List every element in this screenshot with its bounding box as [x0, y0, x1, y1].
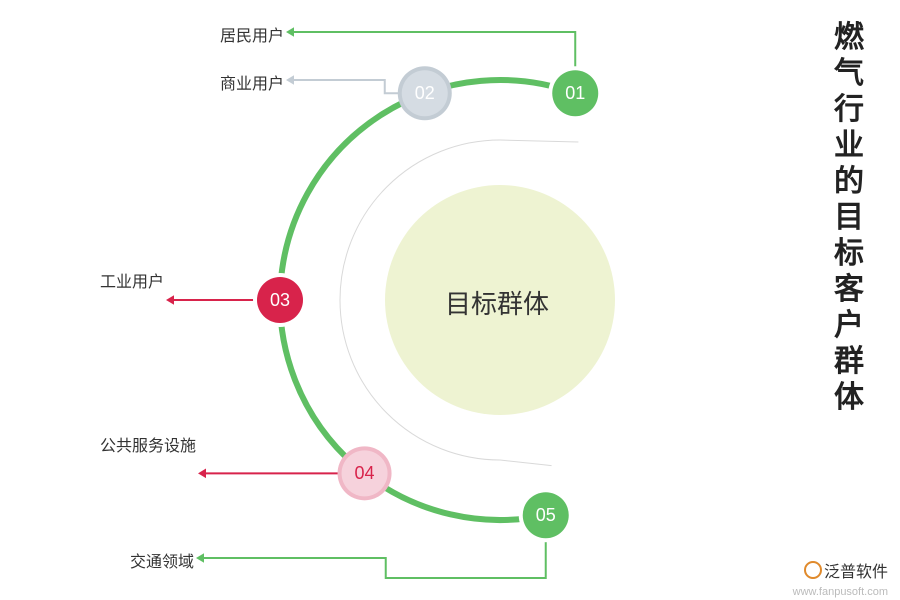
node-02: 02 — [402, 70, 448, 116]
node-05: 05 — [523, 492, 569, 538]
logo-icon — [804, 561, 822, 579]
label-02: 商业用户 — [220, 70, 284, 94]
logo-text: 泛普软件 — [824, 564, 888, 581]
logo-url: www.fanpusoft.com — [793, 586, 888, 598]
node-04: 04 — [342, 450, 388, 496]
logo: 泛普软件 — [804, 558, 888, 582]
label-04: 公共服务设施 — [100, 432, 196, 456]
center-label: 目标群体 — [445, 284, 549, 321]
label-01: 居民用户 — [220, 22, 284, 46]
node-03: 03 — [257, 277, 303, 323]
label-03: 工业用户 — [100, 268, 164, 292]
label-05: 交通领域 — [130, 548, 194, 572]
main-title: 燃气行业的目标客户群体 — [830, 20, 870, 416]
